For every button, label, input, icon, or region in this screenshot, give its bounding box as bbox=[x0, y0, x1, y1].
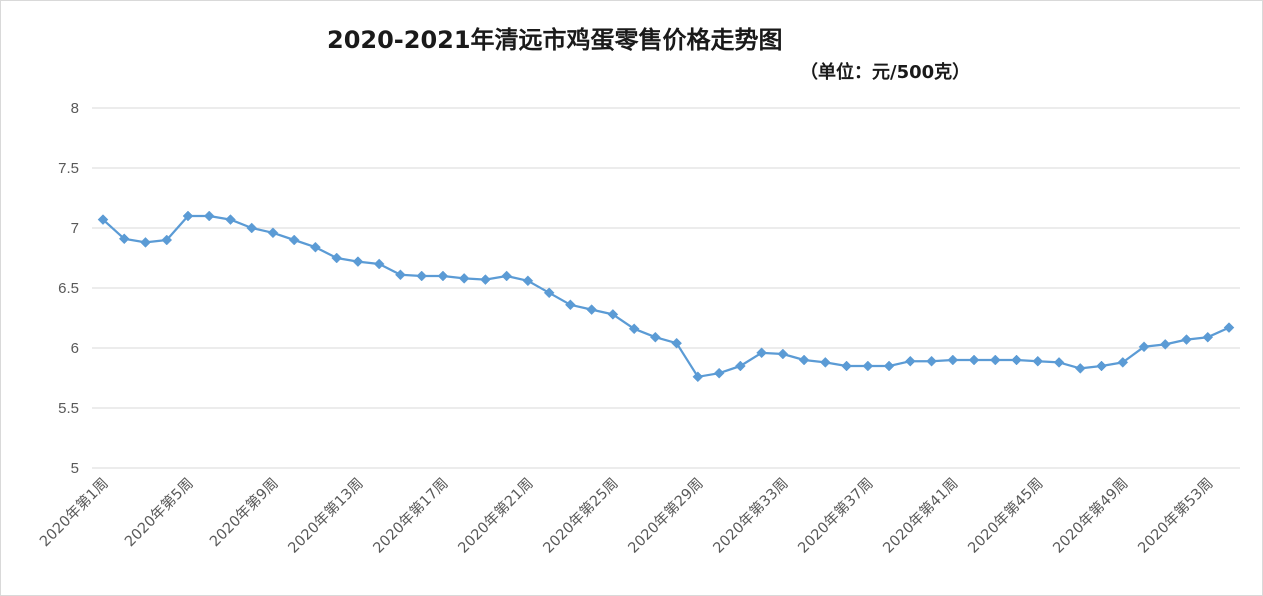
data-point-marker bbox=[118, 233, 130, 245]
x-tick-label: 2020年第17周 bbox=[369, 474, 452, 557]
data-point-marker bbox=[310, 241, 321, 253]
series-line bbox=[102, 214, 1230, 378]
data-point-marker bbox=[522, 275, 534, 287]
data-point-marker bbox=[458, 273, 470, 284]
data-point-marker bbox=[437, 270, 449, 282]
data-point-marker bbox=[373, 258, 385, 270]
data-point-marker bbox=[543, 287, 555, 299]
y-tick-label: 7 bbox=[71, 220, 79, 237]
data-point-marker bbox=[904, 355, 916, 367]
chart-unit-subtitle: （单位：元/500克） bbox=[800, 62, 971, 83]
data-point-marker bbox=[182, 210, 194, 222]
data-point-marker bbox=[756, 347, 767, 359]
data-point-marker bbox=[352, 256, 364, 267]
data-point-marker bbox=[692, 371, 704, 383]
x-tick-label: 2020年第1周 bbox=[36, 474, 112, 550]
data-point-marker bbox=[1159, 339, 1171, 350]
data-point-marker bbox=[225, 214, 236, 225]
data-point-marker bbox=[331, 252, 343, 264]
data-point-marker bbox=[883, 360, 895, 372]
data-point-marker bbox=[395, 269, 406, 281]
x-tick-label: 2020年第29周 bbox=[624, 474, 707, 557]
data-point-marker bbox=[416, 270, 428, 282]
x-tick-label: 2020年第25周 bbox=[539, 474, 622, 557]
y-tick-label: 7.5 bbox=[58, 160, 79, 177]
data-point-marker bbox=[1202, 331, 1214, 343]
y-tick-label: 5.5 bbox=[58, 400, 79, 417]
data-point-marker bbox=[1096, 360, 1107, 372]
data-point-marker bbox=[288, 234, 300, 246]
data-point-marker bbox=[777, 348, 789, 360]
x-tick-label: 2020年第53周 bbox=[1134, 474, 1217, 557]
data-point-marker bbox=[480, 274, 491, 285]
price-series bbox=[97, 210, 1235, 383]
x-tick-label: 2020年第33周 bbox=[709, 474, 792, 557]
x-tick-label: 2020年第37周 bbox=[794, 474, 877, 557]
y-tick-label: 8 bbox=[71, 100, 79, 117]
data-point-marker bbox=[1117, 357, 1129, 368]
chart-title: 2020-2021年清远市鸡蛋零售价格走势图 bbox=[327, 26, 783, 54]
data-point-marker bbox=[713, 367, 725, 379]
y-axis-ticks: 5 5.5 6 6.5 7 7.5 8 bbox=[58, 100, 79, 477]
x-tick-label: 2020年第49周 bbox=[1049, 474, 1132, 557]
data-point-marker bbox=[501, 270, 513, 282]
data-point-marker bbox=[246, 222, 258, 234]
data-point-marker bbox=[926, 355, 937, 367]
y-tick-label: 6 bbox=[71, 340, 79, 357]
x-tick-label: 2020年第9周 bbox=[206, 474, 282, 550]
data-point-marker bbox=[203, 210, 215, 222]
data-point-marker bbox=[161, 234, 173, 246]
data-point-marker bbox=[267, 227, 279, 239]
data-point-marker bbox=[671, 337, 682, 349]
data-point-marker bbox=[1032, 355, 1044, 367]
data-point-marker bbox=[586, 304, 597, 315]
data-point-marker bbox=[1053, 357, 1065, 368]
data-point-marker bbox=[97, 214, 109, 225]
data-point-marker bbox=[1138, 341, 1150, 353]
y-tick-label: 5 bbox=[71, 460, 79, 477]
data-point-marker bbox=[798, 354, 810, 366]
x-tick-label: 2020年第5周 bbox=[121, 474, 197, 550]
gridlines bbox=[92, 107, 1240, 469]
data-point-marker bbox=[1223, 322, 1235, 333]
data-point-marker bbox=[841, 360, 852, 372]
data-point-marker bbox=[607, 309, 619, 320]
data-point-marker bbox=[565, 299, 576, 311]
data-point-marker bbox=[819, 357, 831, 368]
data-point-marker bbox=[1181, 334, 1192, 345]
data-point-marker bbox=[1011, 354, 1022, 366]
x-axis-ticks: 2020年第1周 2020年第5周 2020年第9周 2020年第13周 2020年第1… bbox=[36, 474, 1217, 557]
y-tick-label: 6.5 bbox=[58, 280, 79, 297]
data-point-marker bbox=[862, 360, 874, 372]
data-point-marker bbox=[989, 354, 1001, 366]
x-tick-label: 2020年第13周 bbox=[284, 474, 367, 557]
x-tick-label: 2020年第41周 bbox=[879, 474, 962, 557]
data-point-marker bbox=[650, 331, 661, 343]
data-point-marker bbox=[735, 360, 746, 372]
data-point-marker bbox=[140, 237, 151, 248]
data-point-marker bbox=[968, 354, 980, 366]
data-point-marker bbox=[1074, 363, 1086, 374]
data-point-marker bbox=[947, 354, 959, 366]
data-point-marker bbox=[628, 323, 640, 335]
x-tick-label: 2020年第21周 bbox=[454, 474, 537, 557]
x-tick-label: 2020年第45周 bbox=[964, 474, 1047, 557]
